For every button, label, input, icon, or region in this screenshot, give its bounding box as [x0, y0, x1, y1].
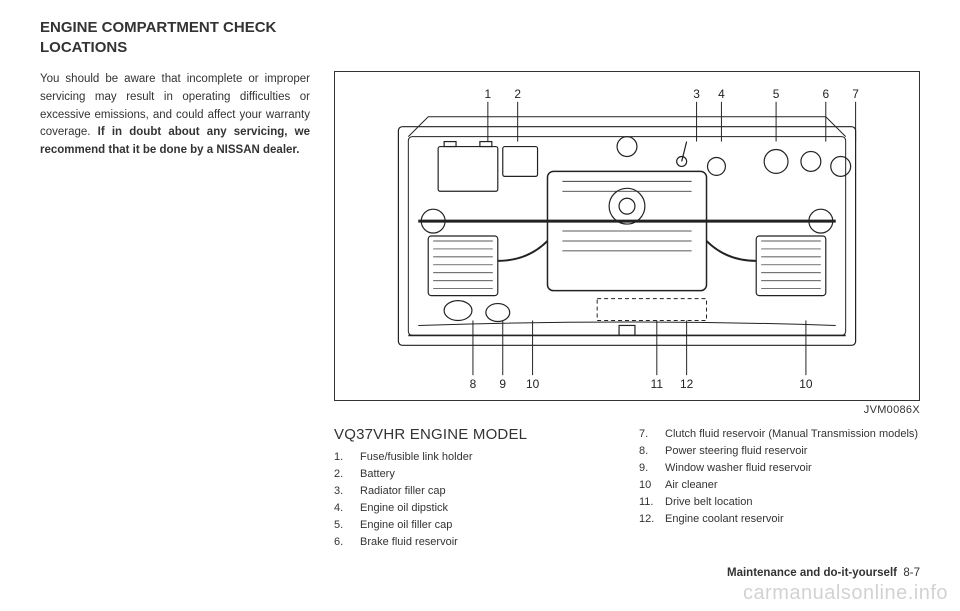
page-heading: ENGINE COMPARTMENT CHECK LOCATIONS — [40, 18, 920, 57]
parts-item-number: 4. — [334, 500, 360, 517]
parts-item-number: 3. — [334, 483, 360, 500]
svg-text:3: 3 — [693, 87, 700, 101]
heading-line1: ENGINE COMPARTMENT CHECK — [40, 18, 920, 38]
footer-section: Maintenance and do-it-yourself — [727, 567, 897, 579]
engine-diagram-figure: 1234567 8910111210 — [334, 71, 920, 401]
parts-item-label: Engine coolant reservoir — [665, 511, 784, 528]
parts-item-number: 7. — [639, 426, 665, 443]
parts-list-left: VQ37VHR ENGINE MODEL 1.Fuse/fusible link… — [334, 426, 615, 551]
parts-item-number: 10 — [639, 477, 665, 494]
parts-list-row: VQ37VHR ENGINE MODEL 1.Fuse/fusible link… — [334, 426, 920, 551]
figure-id: JVM0086X — [334, 404, 920, 416]
parts-item-number: 2. — [334, 466, 360, 483]
engine-model-heading: VQ37VHR ENGINE MODEL — [334, 426, 615, 443]
svg-text:8: 8 — [470, 377, 477, 391]
parts-list-item: 5.Engine oil filler cap — [334, 517, 615, 534]
parts-item-number: 9. — [639, 460, 665, 477]
parts-list-item: 11.Drive belt location — [639, 494, 920, 511]
parts-item-number: 12. — [639, 511, 665, 528]
svg-text:4: 4 — [718, 87, 725, 101]
svg-text:6: 6 — [822, 87, 829, 101]
parts-list-item: 10Air cleaner — [639, 477, 920, 494]
svg-text:2: 2 — [514, 87, 521, 101]
parts-list-item: 12.Engine coolant reservoir — [639, 511, 920, 528]
watermark: carmanualsonline.info — [743, 582, 948, 605]
parts-item-label: Battery — [360, 466, 395, 483]
parts-list-item: 9.Window washer fluid reservoir — [639, 460, 920, 477]
parts-item-label: Window washer fluid reservoir — [665, 460, 812, 477]
svg-text:10: 10 — [526, 377, 540, 391]
parts-item-label: Engine oil dipstick — [360, 500, 448, 517]
parts-ol-left: 1.Fuse/fusible link holder2.Battery3.Rad… — [334, 449, 615, 551]
parts-item-label: Air cleaner — [665, 477, 718, 494]
parts-item-label: Engine oil filler cap — [360, 517, 452, 534]
intro-paragraph: You should be aware that incomplete or i… — [40, 71, 310, 160]
svg-text:11: 11 — [651, 377, 664, 391]
parts-item-label: Fuse/fusible link holder — [360, 449, 473, 466]
page-footer: Maintenance and do-it-yourself 8-7 — [727, 567, 920, 579]
footer-page: 8-7 — [903, 567, 920, 579]
parts-list-item: 2.Battery — [334, 466, 615, 483]
parts-item-number: 11. — [639, 494, 665, 511]
engine-diagram-svg: 1234567 8910111210 — [335, 72, 919, 400]
svg-text:1: 1 — [485, 87, 492, 101]
heading-line2: LOCATIONS — [40, 38, 920, 58]
parts-ol-right: 7.Clutch fluid reservoir (Manual Transmi… — [639, 426, 920, 528]
parts-list-right: 7.Clutch fluid reservoir (Manual Transmi… — [639, 426, 920, 551]
parts-item-label: Power steering fluid reservoir — [665, 443, 807, 460]
parts-list-item: 4.Engine oil dipstick — [334, 500, 615, 517]
parts-list-item: 7.Clutch fluid reservoir (Manual Transmi… — [639, 426, 920, 443]
parts-list-item: 1.Fuse/fusible link holder — [334, 449, 615, 466]
parts-item-number: 8. — [639, 443, 665, 460]
svg-text:10: 10 — [799, 377, 813, 391]
parts-item-label: Clutch fluid reservoir (Manual Transmiss… — [665, 426, 918, 443]
right-column: 1234567 8910111210 JVM0086X VQ37VHR ENGI… — [334, 71, 920, 551]
parts-item-number: 5. — [334, 517, 360, 534]
parts-item-number: 6. — [334, 534, 360, 551]
svg-text:5: 5 — [773, 87, 780, 101]
parts-item-label: Brake fluid reservoir — [360, 534, 458, 551]
parts-item-label: Drive belt location — [665, 494, 752, 511]
parts-item-number: 1. — [334, 449, 360, 466]
parts-list-item: 8.Power steering fluid reservoir — [639, 443, 920, 460]
svg-text:12: 12 — [680, 377, 694, 391]
left-column: You should be aware that incomplete or i… — [40, 71, 310, 551]
parts-list-item: 6.Brake fluid reservoir — [334, 534, 615, 551]
svg-text:7: 7 — [852, 87, 859, 101]
svg-text:9: 9 — [499, 377, 506, 391]
content-columns: You should be aware that incomplete or i… — [40, 71, 920, 551]
parts-item-label: Radiator filler cap — [360, 483, 446, 500]
parts-list-item: 3.Radiator filler cap — [334, 483, 615, 500]
